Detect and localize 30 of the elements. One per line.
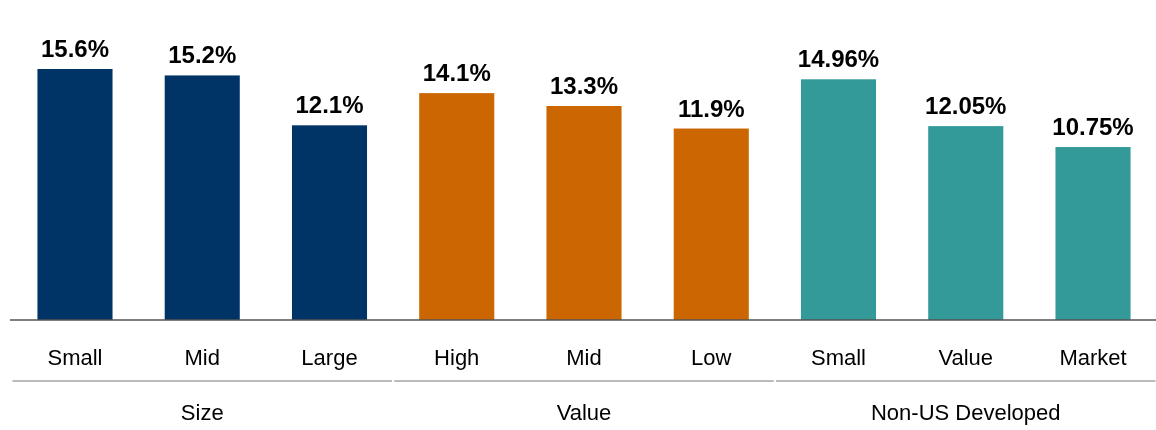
bar <box>928 126 1004 320</box>
x-tick-label: Small <box>47 345 103 370</box>
data-label: 10.75% <box>1052 113 1134 141</box>
x-tick-label: Low <box>691 345 732 370</box>
data-label: 15.2% <box>168 41 237 69</box>
x-tick-label: Small <box>811 345 867 370</box>
x-tick-label: Market <box>1059 345 1127 370</box>
bar <box>800 79 877 320</box>
bar <box>546 106 622 320</box>
data-label: 14.1% <box>422 59 491 87</box>
data-label: 11.9% <box>677 94 745 122</box>
data-label: 14.96% <box>797 45 880 73</box>
bar <box>164 75 240 320</box>
x-tick-label: Large <box>301 345 358 370</box>
x-tick-label: Mid <box>566 345 602 370</box>
data-label: 13.3% <box>549 72 619 100</box>
data-label: 12.1% <box>295 91 364 119</box>
x-tick-label: High <box>434 345 480 370</box>
bar <box>291 125 368 320</box>
text: Size <box>180 400 224 425</box>
bar <box>37 69 113 320</box>
data-label: 12.05% <box>925 92 1007 120</box>
bar <box>419 93 495 320</box>
bar <box>1055 147 1131 320</box>
text: Value <box>556 400 612 425</box>
x-tick-label: Value <box>938 345 994 370</box>
data-label: 15.6% <box>40 35 110 62</box>
x-tick-label: Mid <box>184 345 220 370</box>
bar <box>673 128 749 320</box>
text: Non-US Developed <box>870 400 1061 425</box>
